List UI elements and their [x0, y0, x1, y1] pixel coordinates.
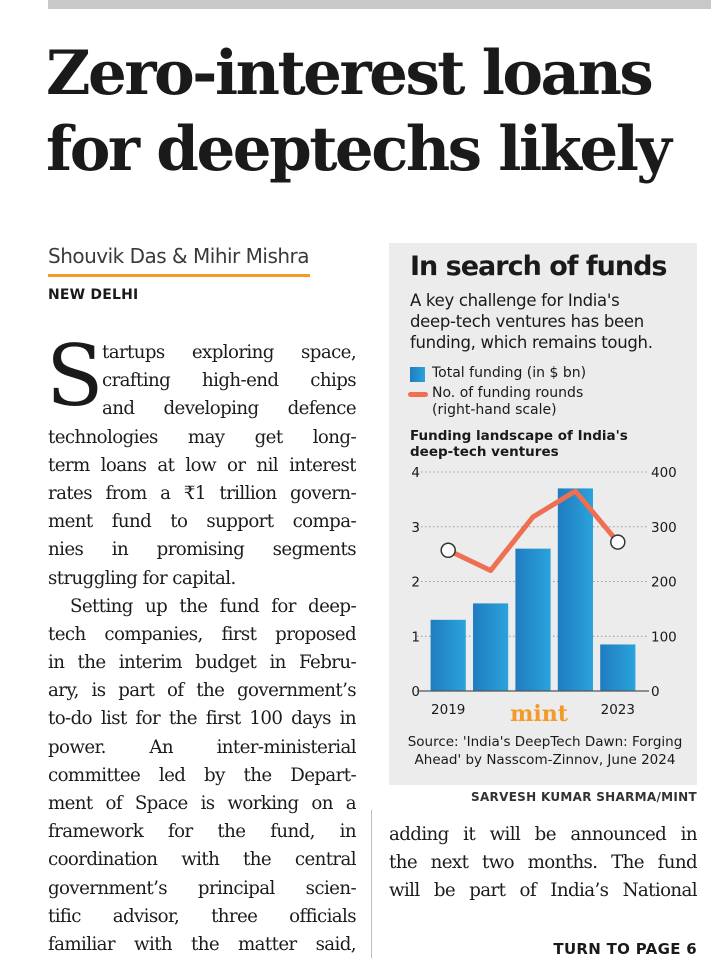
body-line: tific advisor, three officials	[48, 905, 356, 927]
body-line: nies in promising segments	[48, 539, 356, 561]
body-line: Setting up the fund for deep-	[70, 595, 356, 617]
body-line: rates from a ₹1 trillion govern-	[48, 482, 356, 504]
body-line: power. An inter-ministerial	[48, 736, 356, 758]
funding-bar	[600, 644, 636, 691]
body-line: familiar with the matter said,	[48, 933, 356, 955]
top-gray-bar	[48, 0, 711, 9]
chart-source-line-2: Ahead' by Nasscom-Zinnov, June 2024	[414, 752, 676, 768]
body-line: government’s principal scien-	[48, 877, 356, 899]
headline-line-1: Zero-interest loans	[46, 38, 654, 109]
y-left-tick-label: 1	[411, 629, 420, 645]
y-right-tick-label: 400	[651, 465, 677, 481]
graphic-credit: SARVESH KUMAR SHARMA/MINT	[471, 790, 697, 804]
article-body-column-1: tartups exploring space, crafting high-en…	[48, 339, 356, 959]
infobox-subtitle-line: A key challenge for India's	[410, 291, 620, 310]
y-right-tick-label: 100	[651, 629, 677, 645]
funding-rounds-line	[445, 488, 621, 574]
body-line: struggling for capital.	[48, 567, 236, 589]
body-line: tartups exploring space,	[102, 342, 356, 363]
body-line: ment of Space is working on a	[48, 793, 356, 814]
chart-source-line-1: Source: 'India's DeepTech Dawn: Forging	[407, 734, 683, 750]
chart-title-line-2: deep-tech ventures	[410, 444, 559, 460]
body-line: the next two months. The fund	[389, 852, 697, 874]
body-line: will be part of India’s National	[389, 880, 697, 902]
legend-bar-label: Total funding (in $ bn)	[432, 365, 587, 381]
y-left-tick-label: 4	[411, 465, 420, 481]
body-line: and developing defence	[102, 398, 356, 420]
y-left-tick-label: 3	[411, 520, 420, 536]
chart-title-line-1: Funding landscape of India's	[410, 428, 628, 444]
infobox-subtitle-line: deep-tech ventures has been	[410, 312, 644, 331]
dateline: NEW DELHI	[48, 287, 139, 303]
body-line: crafting high-end chips	[102, 370, 356, 392]
drop-cap: S	[46, 327, 104, 425]
column-divider	[371, 810, 372, 958]
funding-bar	[557, 488, 593, 691]
infobox-subtitle: A key challenge for India's deep-tech ve…	[410, 290, 695, 353]
byline-rule	[48, 274, 310, 277]
headline: Zero-interest loans for deeptechs likely	[46, 36, 706, 188]
body-line: tech companies, first proposed	[48, 623, 356, 645]
body-line: ment fund to support compa-	[48, 511, 356, 533]
infobox-subtitle-line: funding, which remains tough.	[410, 333, 653, 352]
chart-source: Source: 'India's DeepTech Dawn: Forging …	[400, 733, 690, 769]
line-endpoint-marker	[440, 542, 456, 559]
body-line: adding it will be announced in	[389, 824, 697, 845]
funding-bar	[515, 548, 551, 691]
body-line: to-do list for the first 100 days in	[48, 708, 356, 730]
x-tick-label: 2023	[601, 702, 635, 718]
y-left-tick-label: 0	[411, 684, 420, 700]
body-line: technologies may get long-	[48, 426, 356, 448]
legend-line-label-2: (right-hand scale)	[432, 402, 557, 418]
chart-title: Funding landscape of India's deep-tech v…	[410, 428, 628, 460]
y-left-tick-label: 2	[411, 575, 420, 591]
body-line: framework for the fund, in	[48, 821, 356, 843]
funding-bar	[430, 619, 466, 691]
body-line: term loans at low or nil interest	[48, 454, 356, 476]
body-line: ary, is part of the government’s	[48, 680, 356, 702]
byline: Shouvik Das & Mihir Mishra	[48, 244, 310, 268]
y-right-tick-label: 0	[651, 684, 660, 700]
mint-logo: mint	[510, 701, 569, 727]
line-endpoint-marker	[610, 534, 626, 550]
body-line: committee led by the Depart-	[48, 764, 356, 786]
y-right-tick-label: 300	[651, 520, 677, 536]
funding-bar	[473, 603, 509, 691]
article-body-column-2: adding it will be announced in the next t…	[389, 821, 697, 906]
x-tick-label: 2019	[431, 702, 465, 718]
headline-line-2: for deeptechs likely	[46, 114, 672, 185]
y-right-tick-label: 200	[651, 575, 677, 591]
legend-line-swatch	[408, 392, 428, 397]
funding-chart: 0 1 2 3 4 0 100 200 300 400 2019 2023 mint	[411, 465, 677, 727]
body-line: coordination with the central	[48, 849, 356, 871]
infobox-background	[389, 243, 697, 785]
turn-to-page[interactable]: TURN TO PAGE 6	[553, 940, 697, 958]
body-line: in the interim budget in Febru-	[48, 652, 356, 674]
infobox-title: In search of funds	[410, 251, 667, 282]
legend-bar-swatch	[410, 367, 425, 382]
legend-line-label: No. of funding rounds	[432, 385, 584, 401]
